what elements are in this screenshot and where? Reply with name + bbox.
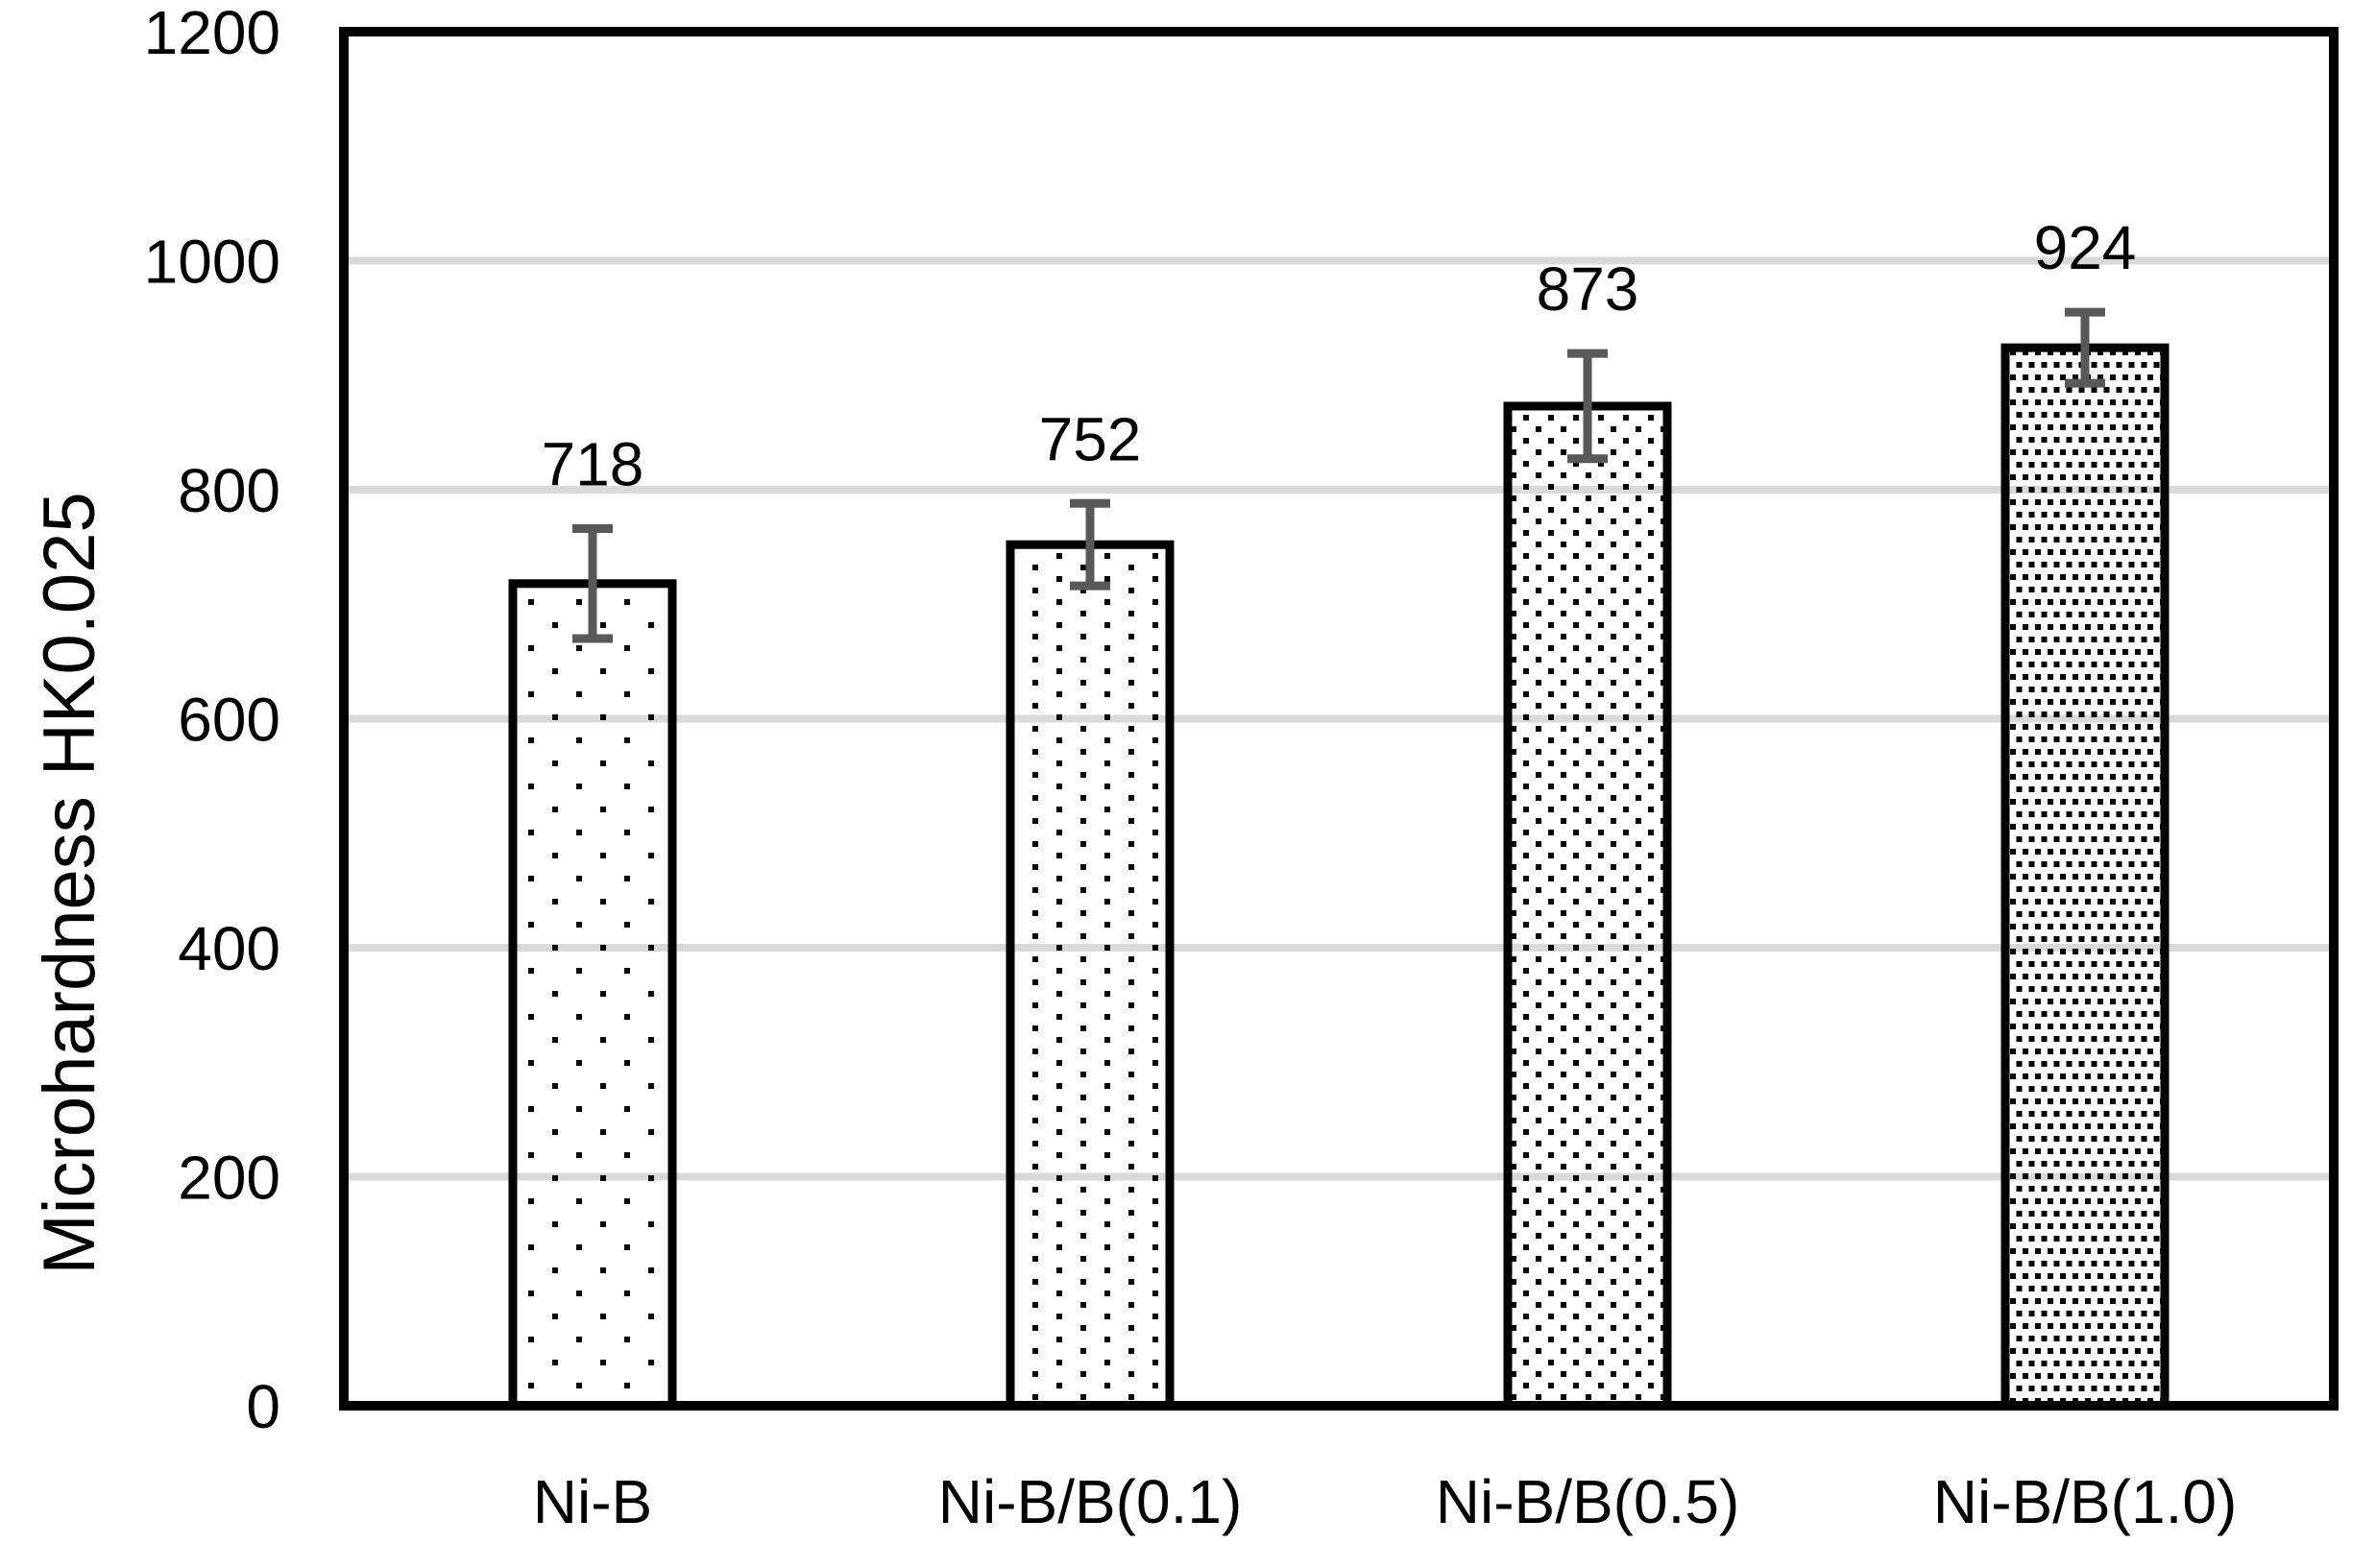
x-category-label: Ni-B/B(0.1)	[938, 1467, 1243, 1536]
y-tick-label: 400	[178, 914, 280, 983]
y-tick-label: 200	[178, 1144, 280, 1213]
x-category-label: Ni-B/B(1.0)	[1933, 1467, 2238, 1536]
y-tick-label: 800	[178, 456, 280, 525]
bar-value-label: 924	[2034, 213, 2137, 282]
x-axis-category-labels-group: Ni-B Ni-B/B(0.1) Ni-B/B(0.5) Ni-B/B(1.0)	[533, 1467, 2237, 1536]
bar-value-label: 873	[1537, 254, 1639, 324]
error-bars-group	[572, 307, 2105, 643]
plot-area-border	[339, 27, 2339, 1411]
y-tick-label: 1200	[144, 0, 280, 67]
x-category-label: Ni-B	[533, 1467, 652, 1536]
y-tick-label: 0	[246, 1372, 280, 1441]
y-axis-tick-labels-group: 0 200 400 600 800 1000 1200	[144, 0, 280, 1441]
value-labels-group: 718 752 873 924	[542, 213, 2137, 498]
bar	[1503, 401, 1672, 1411]
y-tick-label: 600	[178, 686, 280, 755]
y-axis-title: Microhardness HK0.025	[29, 492, 110, 1274]
x-category-label: Ni-B/B(0.5)	[1436, 1467, 1740, 1536]
bar-value-label: 718	[542, 430, 644, 499]
bars-group	[508, 343, 2170, 1411]
bar	[508, 579, 677, 1411]
bar-value-label: 752	[1039, 404, 1142, 473]
bar	[2000, 343, 2170, 1411]
bar	[1006, 540, 1175, 1411]
y-tick-label: 1000	[144, 228, 280, 297]
